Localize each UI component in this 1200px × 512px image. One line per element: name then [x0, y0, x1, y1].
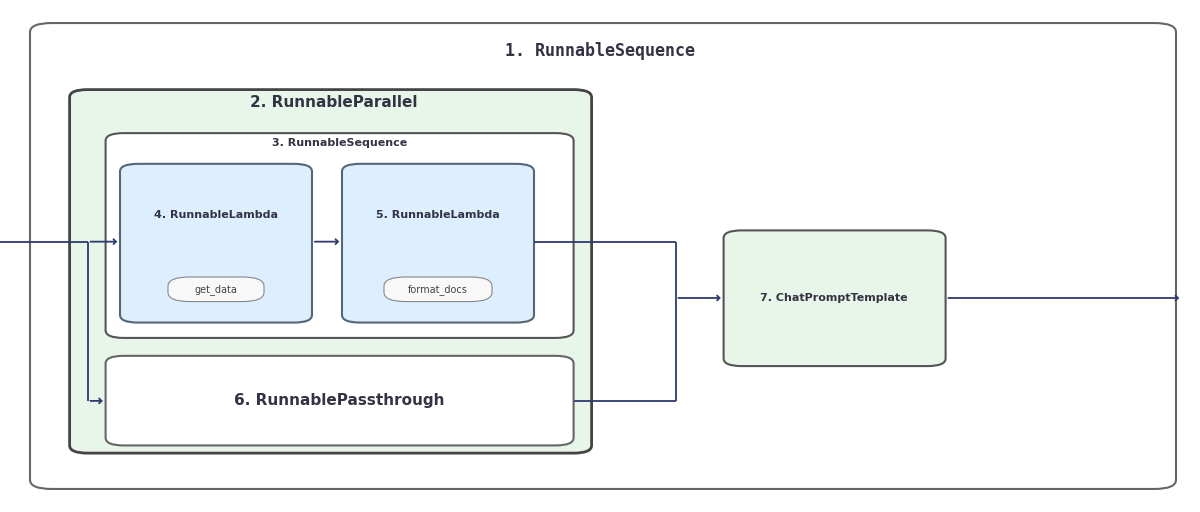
- Text: 4. RunnableLambda: 4. RunnableLambda: [154, 210, 278, 220]
- FancyBboxPatch shape: [342, 164, 534, 323]
- FancyBboxPatch shape: [120, 164, 312, 323]
- Text: get_data: get_data: [194, 284, 238, 295]
- Text: format_docs: format_docs: [408, 284, 468, 295]
- Text: 1. RunnableSequence: 1. RunnableSequence: [505, 42, 695, 60]
- FancyBboxPatch shape: [30, 23, 1176, 489]
- Text: 7. ChatPromptTemplate: 7. ChatPromptTemplate: [760, 293, 908, 303]
- FancyBboxPatch shape: [106, 133, 574, 338]
- Text: 6. RunnablePassthrough: 6. RunnablePassthrough: [234, 393, 445, 409]
- FancyBboxPatch shape: [168, 277, 264, 302]
- FancyBboxPatch shape: [724, 230, 946, 366]
- FancyBboxPatch shape: [106, 356, 574, 445]
- Text: 2. RunnableParallel: 2. RunnableParallel: [250, 95, 418, 110]
- FancyBboxPatch shape: [70, 90, 592, 453]
- Text: 3. RunnableSequence: 3. RunnableSequence: [272, 138, 407, 148]
- FancyBboxPatch shape: [384, 277, 492, 302]
- Text: 5. RunnableLambda: 5. RunnableLambda: [376, 210, 500, 220]
